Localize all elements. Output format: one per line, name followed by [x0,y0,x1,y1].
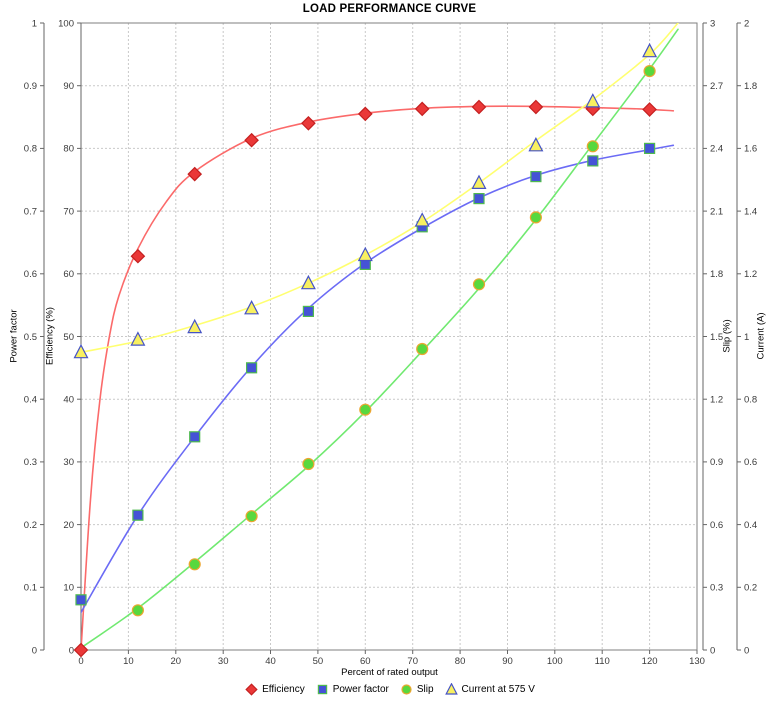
svg-text:80: 80 [63,144,74,155]
series-slip-line [81,28,679,649]
svg-text:1.2: 1.2 [710,395,723,406]
svg-text:50: 50 [63,332,74,343]
series-efficiency-line [81,105,675,650]
svg-text:0: 0 [710,645,715,656]
svg-text:0.9: 0.9 [710,457,723,468]
legend-item-slip: Slip [399,683,434,696]
svg-text:2.7: 2.7 [710,81,723,92]
current-axis: 0 0.2 0.4 0.6 0.8 1 1.2 1.4 1.6 1.8 2 [736,18,757,656]
svg-text:1.8: 1.8 [744,81,757,92]
svg-text:60: 60 [360,656,371,667]
svg-text:1: 1 [32,18,37,29]
svg-text:90: 90 [63,81,74,92]
svg-text:70: 70 [407,656,418,667]
series-efficiency-markers [73,99,657,658]
svg-text:0.4: 0.4 [744,520,757,531]
legend: Efficiency Power factor Slip Current at … [0,683,779,696]
series-power-factor-line [81,144,675,614]
svg-text:0.8: 0.8 [744,395,757,406]
svg-text:0: 0 [744,645,749,656]
svg-text:0.3: 0.3 [710,583,723,594]
svg-text:110: 110 [595,656,610,667]
slip-legend-marker [401,684,412,695]
svg-text:10: 10 [63,583,74,594]
svg-text:40: 40 [265,656,276,667]
legend-item-efficiency: Efficiency [244,683,305,696]
svg-text:3: 3 [710,18,715,29]
svg-text:1.6: 1.6 [744,144,757,155]
svg-text:120: 120 [642,656,658,667]
legend-label-current: Current at 575 V [461,684,535,695]
svg-text:1: 1 [744,332,749,343]
efficiency-axis-title: Efficiency (%) [44,307,56,365]
svg-text:1.5: 1.5 [710,332,723,343]
svg-text:70: 70 [63,206,74,217]
power-factor-axis: 0 0.1 0.2 0.3 0.4 0.5 0.6 0.7 0.8 0.9 1 [24,18,45,656]
x-axis-title: Percent of rated output [341,667,438,678]
efficiency-legend-marker [245,683,258,696]
legend-label-power-factor: Power factor [332,684,389,695]
svg-text:0: 0 [78,656,83,667]
series-current-at-575-v-line [81,23,679,353]
svg-text:2.1: 2.1 [710,206,723,217]
series-power-factor-markers [75,142,656,606]
legend-item-current: Current at 575 V [444,683,535,696]
svg-text:0: 0 [32,645,37,656]
svg-text:0.2: 0.2 [744,583,757,594]
current-legend-marker [444,683,458,695]
svg-text:40: 40 [63,395,74,406]
svg-text:80: 80 [455,656,466,667]
efficiency-axis: 0 10 20 30 40 50 60 70 80 90 100 [58,18,82,656]
x-axis: 0 10 20 30 40 50 60 70 80 90 100 110 120 130 [78,650,705,667]
svg-text:20: 20 [171,656,182,667]
svg-text:1.8: 1.8 [710,269,723,280]
svg-text:10: 10 [123,656,134,667]
svg-text:0.6: 0.6 [710,520,723,531]
svg-text:0.9: 0.9 [24,81,37,92]
power-factor-axis-title: Power factor [8,309,20,363]
svg-text:0.6: 0.6 [744,457,757,468]
power-factor-legend-marker [317,684,327,695]
series-slip-markers [131,64,656,617]
svg-text:0.3: 0.3 [24,457,37,468]
current-axis-title: Current (A) [755,312,767,360]
svg-text:1.2: 1.2 [744,269,757,280]
legend-item-power-factor: Power factor [315,683,389,696]
svg-text:30: 30 [218,656,229,667]
svg-text:30: 30 [63,457,74,468]
svg-text:0.7: 0.7 [24,206,37,217]
svg-text:130: 130 [689,656,705,667]
svg-text:100: 100 [58,18,74,29]
svg-text:90: 90 [502,656,513,667]
svg-text:0: 0 [69,645,74,656]
svg-text:0.1: 0.1 [24,583,37,594]
svg-text:0.2: 0.2 [24,520,37,531]
series-current-at-575-v-markers [73,42,658,359]
svg-text:0.8: 0.8 [24,144,37,155]
svg-text:50: 50 [313,656,324,667]
chart-title: LOAD PERFORMANCE CURVE [302,3,477,15]
svg-text:0.6: 0.6 [24,269,37,280]
svg-text:2.4: 2.4 [710,144,723,155]
svg-text:100: 100 [547,656,563,667]
slip-axis: 0 0.3 0.6 0.9 1.2 1.5 1.8 2.1 2.4 2.7 3 [702,18,723,656]
gridlines [80,22,698,651]
svg-text:0.4: 0.4 [24,395,37,406]
slip-axis-title: Slip (%) [721,319,733,353]
svg-text:60: 60 [63,269,74,280]
svg-text:0.5: 0.5 [24,332,37,343]
svg-text:2: 2 [744,18,749,29]
svg-text:1.4: 1.4 [744,206,757,217]
svg-text:20: 20 [63,520,74,531]
legend-label-slip: Slip [416,684,434,695]
legend-label-efficiency: Efficiency [262,684,305,695]
